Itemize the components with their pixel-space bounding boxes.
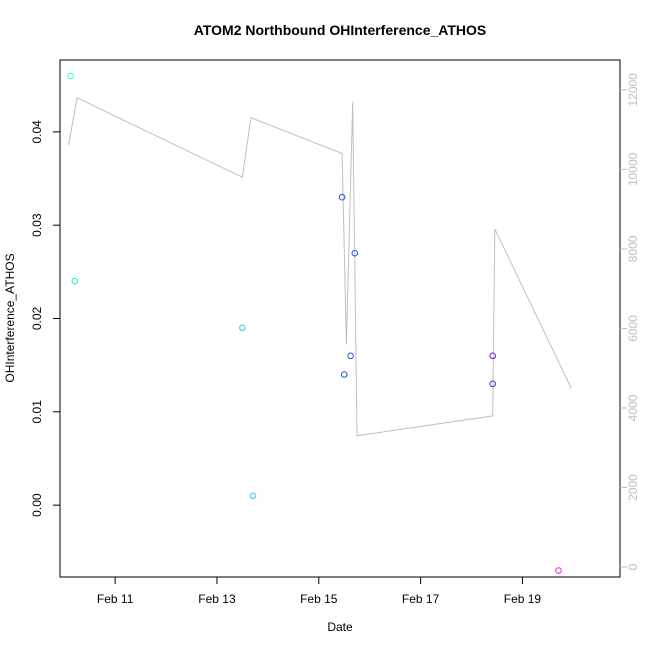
y-right-tick-label: 8000 — [626, 235, 640, 262]
x-tick-label: Feb 17 — [402, 592, 440, 606]
scatter-point — [489, 352, 497, 360]
y-left-tick-label: 0.02 — [30, 306, 44, 330]
y-left-tick-label: 0.01 — [30, 400, 44, 424]
scatter-point — [67, 72, 74, 80]
x-tick-label: Feb 19 — [504, 592, 542, 606]
scatter-point — [249, 492, 257, 500]
y-right-tick-label: 4000 — [626, 394, 640, 421]
scatter-point — [347, 352, 354, 360]
x-axis-label: Date — [327, 620, 353, 634]
plot-frame — [59, 59, 621, 578]
y-left-tick-label: 0.03 — [30, 213, 44, 237]
y-axis-left: 0.00 0.01 0.02 0.03 0.04 — [30, 120, 60, 517]
y-right-tick-label: 2000 — [626, 474, 640, 501]
x-axis: Feb 11 Feb 13 Feb 15 Feb 17 Feb 19 — [97, 577, 542, 606]
scatter-point — [239, 324, 246, 332]
y-left-tick-label: 0.00 — [30, 493, 44, 517]
y-axis-right: 0 2000 4000 6000 8000 10000 12000 — [620, 73, 640, 570]
y-right-tick-label: 12000 — [626, 73, 640, 107]
x-tick-label: Feb 13 — [198, 592, 236, 606]
scatter-points-layer — [67, 72, 562, 574]
y-axis-label: OHInterference_ATHOS — [3, 253, 17, 382]
y-right-tick-label: 6000 — [626, 315, 640, 342]
scatter-point — [351, 249, 359, 257]
scatter-point — [555, 567, 562, 574]
scatter-point — [489, 380, 497, 388]
scatter-point — [340, 371, 348, 378]
chart-title: ATOM2 Northbound OHInterference_ATHOS — [194, 22, 486, 38]
scatter-point — [338, 193, 346, 201]
x-tick-label: Feb 11 — [97, 592, 134, 606]
scatter-point — [71, 277, 79, 285]
y-left-tick-label: 0.04 — [30, 120, 44, 144]
right-axis-series-line — [68, 97, 572, 437]
y-right-tick-label: 10000 — [626, 152, 640, 186]
right-axis-line-layer — [68, 97, 572, 437]
x-tick-label: Feb 15 — [300, 592, 338, 606]
y-right-tick-label: 0 — [626, 563, 640, 570]
